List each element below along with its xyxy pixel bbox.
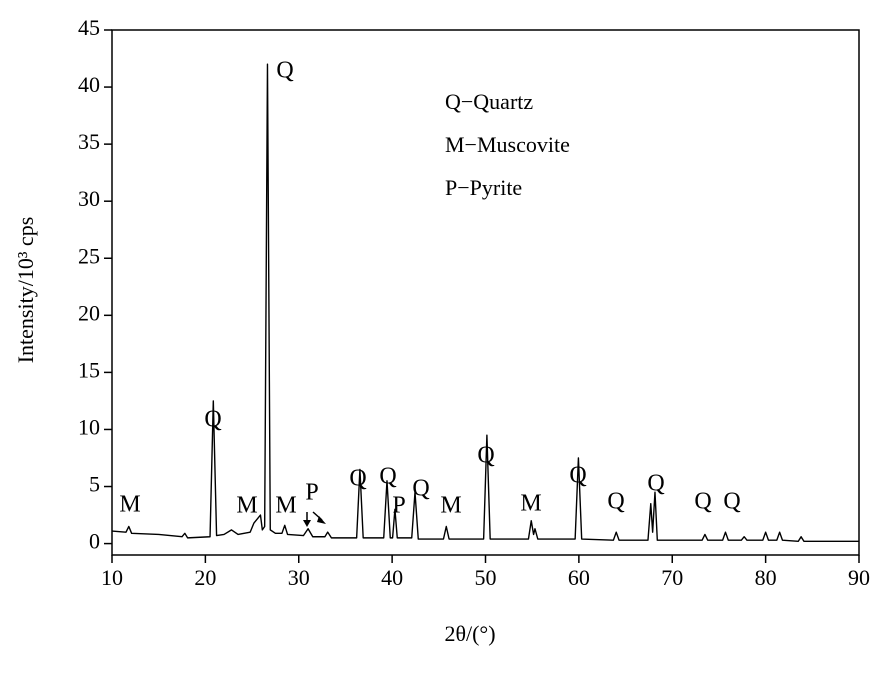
x-tick-label: 60 — [568, 565, 590, 590]
arrow-head — [317, 516, 326, 524]
peak-label: P — [305, 480, 318, 506]
y-tick-label: 5 — [89, 472, 100, 497]
legend-note: P−Pyrite — [445, 175, 522, 200]
peak-label: M — [119, 492, 140, 518]
y-tick-label: 25 — [78, 243, 100, 268]
peak-label: Q — [647, 471, 664, 497]
x-tick-label: 40 — [381, 565, 403, 590]
peak-label: Q — [569, 463, 586, 489]
peak-label: M — [275, 493, 296, 519]
peak-label: Q — [276, 58, 293, 84]
arrow-head — [303, 520, 311, 527]
peak-label: P — [392, 493, 405, 519]
y-tick-label: 30 — [78, 186, 100, 211]
y-tick-label: 20 — [78, 300, 100, 325]
peak-label: Q — [412, 476, 429, 502]
x-tick-label: 10 — [101, 565, 123, 590]
peak-label: Q — [349, 466, 366, 492]
peak-label: Q — [723, 489, 740, 515]
legend-note: M−Muscovite — [445, 132, 570, 157]
y-tick-label: 0 — [89, 529, 100, 554]
y-tick-label: 45 — [78, 15, 100, 40]
x-tick-label: 50 — [475, 565, 497, 590]
x-tick-label: 80 — [755, 565, 777, 590]
peak-label: M — [520, 491, 541, 517]
spectrum-line — [111, 63, 859, 542]
peak-label: Q — [477, 443, 494, 469]
x-tick-label: 30 — [288, 565, 310, 590]
y-tick-label: 15 — [78, 357, 100, 382]
peak-label: Q — [379, 464, 396, 490]
x-tick-label: 20 — [194, 565, 216, 590]
peak-label: Q — [607, 489, 624, 515]
x-tick-label: 70 — [661, 565, 683, 590]
legend-note: Q−Quartz — [445, 89, 533, 114]
y-axis-label: Intensity/10³ cps — [13, 217, 38, 364]
peak-label: M — [440, 493, 461, 519]
peak-label: M — [236, 493, 257, 519]
x-tick-label: 90 — [848, 565, 870, 590]
y-tick-label: 35 — [78, 129, 100, 154]
peak-label: Q — [204, 407, 221, 433]
y-tick-label: 10 — [78, 415, 100, 440]
peak-label: Q — [694, 489, 711, 515]
x-axis-label: 2θ/(°) — [444, 621, 495, 646]
y-tick-label: 40 — [78, 72, 100, 97]
